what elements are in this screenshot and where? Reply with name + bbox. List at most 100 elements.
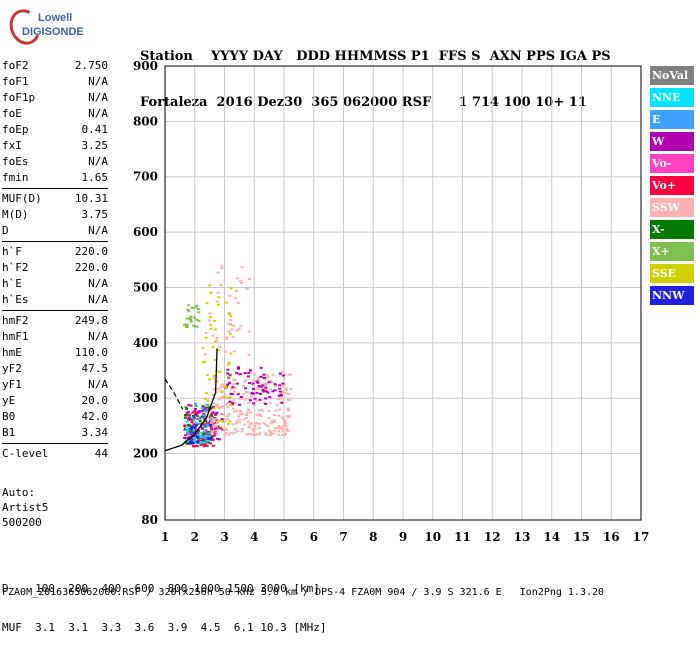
echo-point [190, 429, 194, 432]
echo-point [197, 320, 201, 323]
echo-point [224, 301, 228, 304]
param-row: fxI 3.25 [2, 138, 108, 154]
echo-point [239, 410, 243, 413]
x-tick-label: 15 [573, 530, 590, 544]
echo-point [234, 387, 238, 390]
legend-item-vo-: Vo+ [650, 176, 694, 195]
param-name: foF1 [2, 75, 29, 88]
echo-point [189, 315, 193, 318]
echo-point [215, 411, 219, 414]
echo-point [218, 398, 222, 401]
echo-point [220, 396, 224, 399]
echo-point [195, 318, 199, 321]
echo-point [228, 431, 232, 434]
echo-point [260, 409, 264, 412]
echo-point [187, 429, 191, 432]
echo-point [264, 390, 268, 393]
echo-point [216, 425, 220, 428]
x-tick-label: 12 [484, 530, 501, 544]
echo-point [203, 440, 207, 443]
param-name: B0 [2, 410, 16, 423]
echo-point [209, 438, 213, 441]
echo-point [216, 348, 220, 351]
x-tick-label: 5 [280, 530, 288, 544]
echo-point [228, 318, 232, 321]
echo-point [257, 427, 261, 430]
echo-point [215, 388, 219, 391]
echo-point [253, 427, 257, 430]
echo-point [270, 381, 274, 384]
echo-point [236, 366, 240, 369]
echo-point [183, 323, 187, 326]
echo-point [201, 361, 205, 364]
echo-point [268, 429, 272, 432]
y-tick-label: 800 [133, 114, 158, 128]
echo-point [277, 398, 281, 401]
echo-point [231, 432, 235, 435]
echo-point [193, 445, 197, 448]
echo-point [224, 403, 228, 406]
echo-point [286, 409, 290, 412]
echo-point [203, 353, 207, 356]
echo-point [185, 408, 189, 411]
param-name: fxI [2, 139, 22, 152]
echo-point [283, 424, 287, 427]
echo-point [207, 378, 211, 381]
echo-point [247, 353, 251, 356]
echo-point [235, 410, 239, 413]
echo-point [201, 438, 205, 441]
echo-point [277, 430, 281, 433]
echo-point [288, 398, 292, 401]
echo-point [228, 294, 232, 297]
echo-point [188, 439, 192, 442]
echo-point [250, 422, 254, 425]
param-name: foF1p [2, 91, 36, 104]
echo-point [202, 417, 206, 420]
echo-point [248, 278, 252, 281]
echo-point [248, 369, 252, 372]
echo-point [227, 330, 231, 333]
echo-point [243, 380, 247, 383]
echo-point [191, 438, 195, 441]
param-row: foE N/A [2, 106, 108, 122]
echo-point [218, 406, 222, 409]
echo-point [183, 436, 187, 439]
param-name: foEp [2, 123, 29, 136]
echo-point [252, 402, 256, 405]
echo-point [195, 304, 199, 307]
echo-point [216, 403, 220, 406]
echo-point [257, 393, 261, 396]
echo-point [193, 325, 197, 328]
echo-point [220, 390, 224, 393]
echo-point [247, 433, 251, 436]
param-separator [2, 188, 108, 189]
echo-point [215, 422, 219, 425]
param-row: foEs N/A [2, 154, 108, 170]
y-tick-label: 900 [133, 59, 158, 73]
echo-point [195, 444, 199, 447]
param-value: 3.34 [81, 426, 109, 439]
echo-point [201, 414, 205, 417]
echo-point [209, 442, 213, 445]
echo-point [273, 421, 277, 424]
echo-point [242, 384, 246, 387]
echo-point [221, 412, 225, 415]
echo-point [280, 401, 284, 404]
echo-point [271, 390, 275, 393]
y-tick-label: 200 [133, 447, 158, 461]
echo-point [212, 374, 216, 377]
echo-point [219, 389, 223, 392]
echo-point [197, 410, 201, 413]
echo-point [217, 438, 221, 441]
param-value: 2.750 [74, 59, 108, 72]
echo-point [259, 366, 263, 369]
echo-point [229, 352, 233, 355]
echo-point [192, 418, 196, 421]
echo-point [259, 385, 263, 388]
param-name: MUF(D) [2, 192, 42, 205]
echo-point [231, 383, 235, 386]
echo-point [252, 430, 256, 433]
param-name: h`F [2, 245, 22, 258]
param-row: yF2 47.5 [2, 361, 108, 377]
x-tick-label: 4 [250, 530, 258, 544]
